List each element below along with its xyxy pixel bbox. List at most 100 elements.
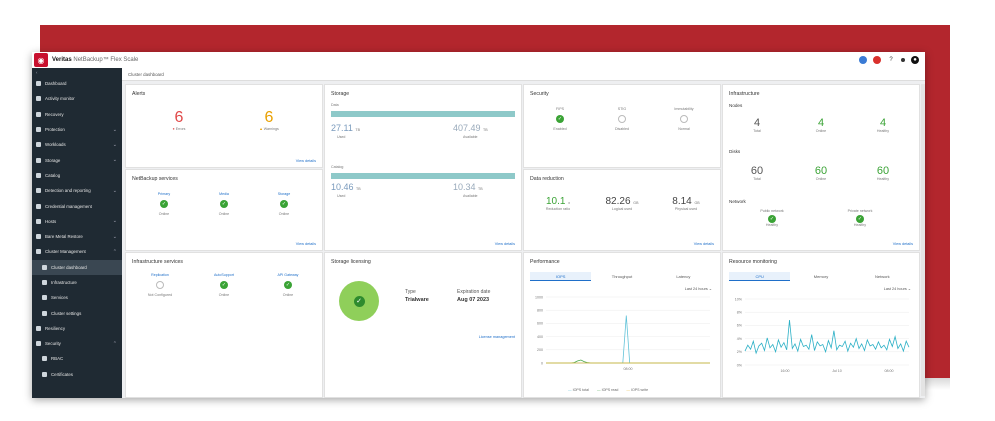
resource-range-select[interactable]: Last 24 hours ⌄ bbox=[883, 287, 911, 291]
storage-catalog-used: 10.46 TB bbox=[331, 182, 361, 192]
nodes-healthy-value: 4 bbox=[879, 117, 887, 129]
security-fips-status: Enabled bbox=[553, 127, 567, 131]
sidebar-item-activity-monitor[interactable]: Activity monitor bbox=[32, 91, 122, 106]
data-avail-value: 407.49 bbox=[453, 123, 481, 133]
infra-autosupport-item[interactable]: AutoSupport ✓ Online bbox=[200, 273, 248, 297]
data-reduction-view-details-link[interactable]: View details bbox=[693, 242, 714, 246]
help-icon[interactable]: ? bbox=[889, 57, 893, 63]
tab-memory[interactable]: Memory bbox=[813, 274, 829, 279]
network-label: Network bbox=[729, 199, 746, 204]
main-content: Cluster dashboard Alerts 6 ● Errors 6 ▲ … bbox=[122, 68, 925, 398]
tab-latency[interactable]: Latency bbox=[676, 274, 691, 279]
security-stig-item[interactable]: STIG Disabled bbox=[598, 107, 646, 131]
sidebar-item-protection[interactable]: Protection ⌄ bbox=[32, 122, 122, 137]
credential-management-icon bbox=[36, 203, 41, 209]
alerts-card: Alerts 6 ● Errors 6 ▲ Warnings View deta… bbox=[125, 84, 323, 168]
disks-online: 60 Online bbox=[801, 165, 841, 181]
warnings-count: 6 bbox=[264, 109, 274, 126]
sidebar-item-certificates[interactable]: Certificates bbox=[32, 367, 122, 382]
main-scrollbar[interactable] bbox=[921, 84, 925, 396]
performance-range-select[interactable]: Last 24 hours ⌄ bbox=[684, 287, 712, 291]
status-empty-icon bbox=[680, 115, 688, 123]
notification-blue-icon[interactable] bbox=[859, 56, 867, 64]
performance-card: Performance IOPS Throughput Latency Last… bbox=[523, 252, 721, 398]
sidebar-item-rbac[interactable]: RBAC bbox=[32, 351, 122, 366]
private-network-check-icon: ✓ bbox=[856, 215, 864, 223]
data-reduction-title: Data reduction bbox=[530, 176, 564, 182]
sidebar-item-label: Dashboard bbox=[45, 81, 67, 87]
sidebar-item-cluster-dashboard[interactable]: Cluster dashboard bbox=[32, 259, 122, 275]
tab-iops[interactable]: IOPS bbox=[530, 272, 592, 281]
sidebar-item-hosts[interactable]: Hosts ⌄ bbox=[32, 214, 122, 229]
nb-primary-item[interactable]: Primary ✓ Online bbox=[140, 192, 188, 216]
title-icons: ? ● bbox=[859, 56, 919, 64]
physical-used-label: Physical used bbox=[674, 207, 698, 211]
infra-replication-item[interactable]: Replication Not Configured bbox=[136, 273, 184, 297]
infrastructure-icon bbox=[42, 280, 47, 285]
performance-xtick: 08:00 bbox=[624, 367, 633, 371]
catalog-icon bbox=[36, 172, 41, 178]
user-avatar-icon[interactable]: ● bbox=[911, 56, 919, 64]
storage-card: Storage Data 27.11 TB Used 407.49 TB Ava… bbox=[324, 84, 522, 251]
sidebar-item-label: Certificates bbox=[51, 371, 73, 377]
data-used-value: 27.11 bbox=[331, 123, 353, 133]
storage-view-details-link[interactable]: View details bbox=[494, 242, 515, 246]
protection-icon bbox=[36, 127, 41, 133]
private-network[interactable]: Private network ✓ Healthy bbox=[835, 209, 885, 227]
nb-media-item[interactable]: Media ✓ Online bbox=[200, 192, 248, 216]
services-icon bbox=[42, 295, 47, 301]
sidebar-item-services[interactable]: Services bbox=[32, 290, 122, 305]
netbackup-view-details-link[interactable]: View details bbox=[295, 242, 316, 246]
nb-storage-item[interactable]: Storage ✓ Online bbox=[260, 192, 308, 216]
sidebar-item-workloads[interactable]: Workloads ⌄ bbox=[32, 137, 122, 152]
alerts-errors[interactable]: 6 ● Errors bbox=[154, 109, 204, 131]
nb-storage-name: Storage bbox=[277, 192, 291, 196]
alerts-warnings[interactable]: 6 ▲ Warnings bbox=[244, 109, 294, 131]
performance-ytick: 400 bbox=[537, 335, 543, 339]
sidebar-item-label: Credential management bbox=[45, 203, 92, 209]
sidebar-item-resiliency[interactable]: Resiliency bbox=[32, 321, 122, 336]
storage-catalog-available: 10.34 TB bbox=[453, 182, 483, 192]
nodes-online-value: 4 bbox=[817, 117, 825, 129]
nodes-total-label: Total bbox=[753, 129, 761, 133]
infra-autosupport-status: Online bbox=[218, 293, 230, 297]
resource-ytick: 0% bbox=[737, 363, 743, 367]
disks-online-label: Online bbox=[815, 177, 827, 181]
security-fips-item[interactable]: FIPS ✓ Enabled bbox=[536, 107, 584, 131]
infra-api-gateway-item[interactable]: API Gateway ✓ Online bbox=[264, 273, 312, 297]
performance-ytick: 800 bbox=[537, 309, 543, 313]
tab-network[interactable]: Network bbox=[874, 274, 890, 279]
sidebar-item-storage[interactable]: Storage ⌄ bbox=[32, 152, 122, 167]
sidebar-item-catalog[interactable]: Catalog bbox=[32, 168, 122, 183]
tab-throughput[interactable]: Throughput bbox=[611, 274, 633, 279]
alerts-view-details-link[interactable]: View details bbox=[295, 159, 316, 163]
sidebar-item-cluster-management[interactable]: Cluster Management ⌃ bbox=[32, 244, 122, 259]
cat-avail-value: 10.34 bbox=[453, 182, 476, 192]
notification-red-icon[interactable] bbox=[873, 56, 881, 64]
sidebar-item-cluster-settings[interactable]: Cluster settings bbox=[32, 305, 122, 320]
sidebar-item-credential-management[interactable]: Credential management bbox=[32, 198, 122, 213]
sidebar-item-recovery[interactable]: Recovery bbox=[32, 107, 122, 122]
resource-ytick: 2% bbox=[737, 350, 743, 354]
infrastructure-view-details-link[interactable]: View details bbox=[892, 242, 913, 246]
sidebar-item-label: Cluster Management bbox=[45, 249, 86, 255]
public-network[interactable]: Public network ✓ Healthy bbox=[747, 209, 797, 227]
disks-online-value: 60 bbox=[814, 165, 828, 177]
legend-iops-total: — IOPS total bbox=[568, 388, 589, 392]
security-immutability-item[interactable]: Immutability Normal bbox=[660, 107, 708, 131]
sidebar-item-security[interactable]: Security ⌃ bbox=[32, 336, 122, 351]
license-management-link[interactable]: License management bbox=[478, 335, 515, 339]
sidebar-item-label: RBAC bbox=[51, 356, 64, 362]
resource-xtick: 08:00 bbox=[885, 369, 894, 373]
sidebar-item-bare-metal-restore[interactable]: Bare Metal Restore ⌄ bbox=[32, 229, 122, 244]
sidebar-collapse-icon[interactable]: ‹ bbox=[36, 69, 38, 75]
tab-cpu[interactable]: CPU bbox=[729, 272, 791, 281]
settings-icon[interactable] bbox=[901, 58, 905, 62]
sidebar-item-infrastructure[interactable]: Infrastructure bbox=[32, 275, 122, 290]
sidebar-item-label: Infrastructure bbox=[51, 280, 77, 285]
disks-total: 60 Total bbox=[737, 165, 777, 181]
sidebar-item-dashboard[interactable]: Dashboard bbox=[32, 76, 122, 91]
reduction-ratio-label: Reduction ratio bbox=[545, 207, 571, 211]
chevron-icon: ⌄ bbox=[112, 187, 117, 194]
sidebar-item-detection-and-reporting[interactable]: Detection and reporting ⌄ bbox=[32, 183, 122, 198]
